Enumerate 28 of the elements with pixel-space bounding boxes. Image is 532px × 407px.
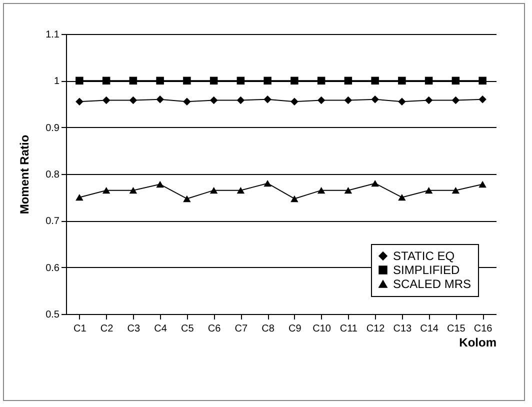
x-tick-label: C7	[234, 324, 248, 334]
y-axis-title: Moment Ratio	[18, 134, 32, 214]
x-axis-title: Kolom	[459, 336, 496, 350]
legend-label: SCALED MRS	[393, 277, 472, 291]
x-tick-label: C11	[340, 324, 358, 334]
x-tick-label: C8	[262, 324, 275, 334]
y-tick-label: 0.5	[46, 310, 60, 320]
y-tick-label: 1.1	[46, 30, 60, 40]
legend-label: STATIC EQ	[393, 249, 455, 263]
x-tick-label: C15	[447, 324, 466, 334]
y-tick-label: 0.9	[46, 122, 60, 134]
x-tick-label: C3	[127, 324, 141, 334]
x-tick-label: C1	[74, 324, 87, 334]
x-tick-label: C5	[181, 324, 194, 334]
y-tick-label: 1	[54, 76, 60, 88]
x-tick-label: C6	[208, 324, 222, 334]
x-tick-label: C4	[154, 324, 168, 334]
x-tick-label: C2	[100, 324, 114, 334]
legend-label: SIMPLIFIED	[393, 263, 460, 277]
x-tick-label: C12	[366, 324, 386, 334]
y-tick-label: 0.8	[46, 170, 60, 180]
y-tick-label: 0.7	[46, 216, 60, 228]
x-tick-label: C14	[420, 324, 439, 334]
x-tick-label: C16	[474, 324, 493, 334]
x-tick-label: C13	[393, 324, 412, 334]
y-tick-label: 0.6	[46, 262, 60, 274]
x-tick-label: C10	[312, 324, 332, 334]
x-tick-label: C9	[288, 324, 302, 334]
